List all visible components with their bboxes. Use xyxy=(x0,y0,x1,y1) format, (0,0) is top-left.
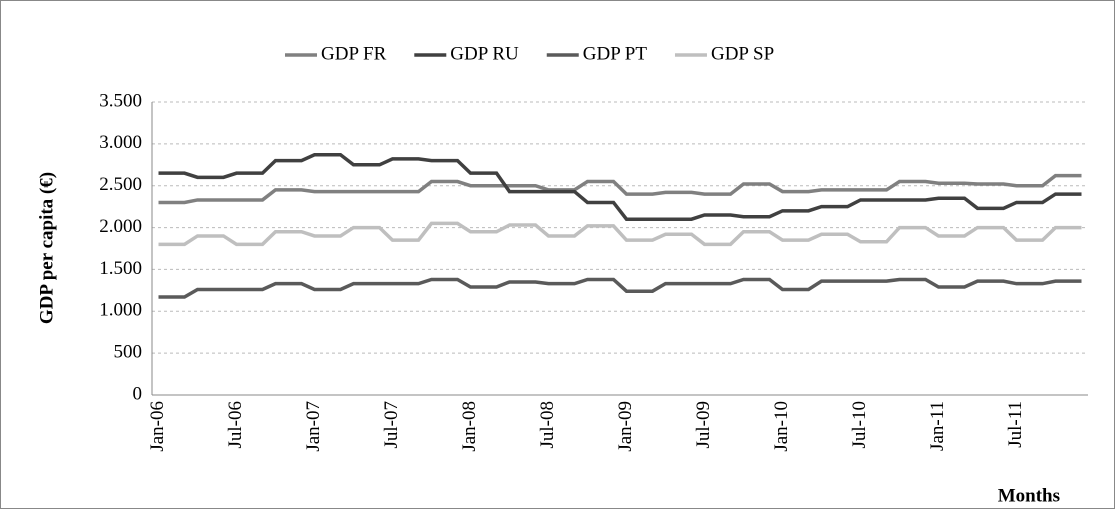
x-tick-label: Jan-07 xyxy=(303,401,324,452)
x-tick-label: Jul-11 xyxy=(1005,401,1026,448)
y-tick-label: 2.500 xyxy=(99,174,142,195)
x-tick-label: Jul-06 xyxy=(225,401,246,449)
x-tick-label: Jul-08 xyxy=(537,401,558,449)
x-tick-label: Jan-06 xyxy=(147,401,168,452)
x-tick-label: Jan-11 xyxy=(927,401,948,451)
y-tick-label: 500 xyxy=(114,342,143,363)
x-axis-label: Months xyxy=(998,485,1060,506)
y-tick-label: 3.000 xyxy=(99,132,142,153)
y-tick-label: 1.500 xyxy=(99,258,142,279)
x-tick-label: Jan-08 xyxy=(459,401,480,452)
x-tick-label: Jan-10 xyxy=(771,401,792,452)
y-tick-label: 2.000 xyxy=(99,216,142,237)
y-tick-label: 0 xyxy=(133,383,143,404)
series-line xyxy=(158,277,1082,299)
y-tick-label: 1.000 xyxy=(99,300,142,321)
x-tick-label: Jul-09 xyxy=(693,401,714,449)
y-axis-label: GDP per capita (€) xyxy=(36,172,57,324)
legend-label: GDP PT xyxy=(583,43,648,64)
legend-label: GDP FR xyxy=(321,43,387,64)
series-line xyxy=(158,173,1082,205)
legend-label: GDP RU xyxy=(450,43,519,64)
x-tick-label: Jul-07 xyxy=(381,401,402,449)
x-tick-label: Jan-09 xyxy=(615,401,636,452)
series-line xyxy=(158,221,1082,247)
y-tick-label: 3.500 xyxy=(99,90,142,111)
series-line xyxy=(158,152,1082,221)
x-tick-label: Jul-10 xyxy=(849,401,870,449)
legend-label: GDP SP xyxy=(711,43,774,64)
